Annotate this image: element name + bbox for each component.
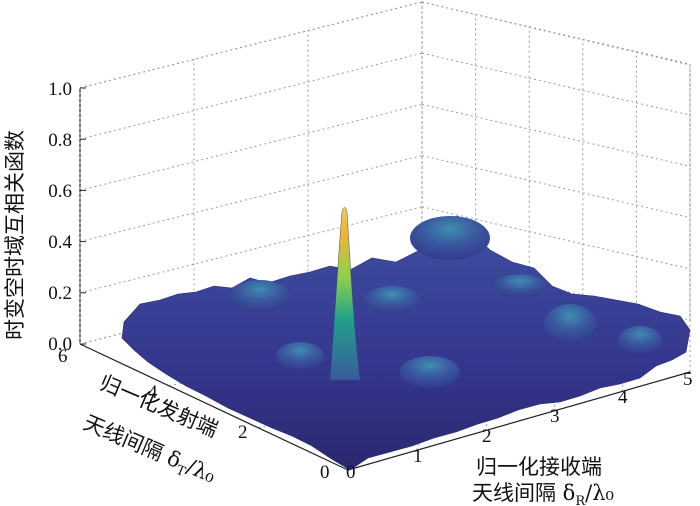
- y-tick-label: 0: [320, 462, 330, 483]
- mound-back-right: [410, 216, 490, 260]
- z-gridline: [421, 155, 691, 219]
- mound-left: [230, 280, 290, 312]
- mound-back: [494, 274, 546, 298]
- z-gridline: [79, 52, 423, 140]
- x-tick-label: 4: [618, 387, 628, 408]
- z-gridline: [421, 103, 691, 167]
- x-axis-label: 归一化接收端 天线间隔 δR/λ₀: [472, 455, 614, 506]
- mound-mid: [364, 286, 420, 314]
- x-axis-label-line1: 归一化接收端: [476, 455, 602, 479]
- surface-body: [121, 215, 691, 471]
- x-axis-label-line2: 天线间隔 δ: [472, 481, 575, 505]
- mound-front: [400, 356, 460, 388]
- x-tick-label: 1: [413, 446, 423, 467]
- mound-right: [544, 304, 596, 344]
- z-tick-label: 0.6: [48, 181, 72, 202]
- z-tick-label: 1.0: [48, 79, 72, 100]
- y-tick-label: 2: [238, 422, 248, 443]
- z-gridline: [421, 1, 691, 65]
- z-tick-label: 0.4: [48, 232, 72, 253]
- x-tick-label: 3: [550, 406, 560, 427]
- mound-far-right: [618, 326, 662, 354]
- y-tick-labels: 6 4 2 0: [58, 346, 330, 483]
- x-axis-line: [347, 371, 691, 471]
- z-tick-label: 0.2: [48, 283, 72, 304]
- x-tick-label: 2: [482, 426, 492, 447]
- y-axis-label-tail: /λ₀: [183, 454, 219, 487]
- z-gridline: [421, 206, 691, 270]
- z-tick-label: 0.8: [48, 130, 72, 151]
- x-tick-label: 0: [346, 462, 356, 483]
- x-axis-label-sub: R: [575, 494, 586, 506]
- z-tick-labels: 0.0 0.2 0.4 0.6 0.8 1.0: [48, 79, 72, 355]
- x-tick-labels: 0 1 2 3 4 5: [346, 369, 693, 483]
- z-gridline: [79, 206, 423, 294]
- z-axis-label: 时变空时域互相关函数: [3, 130, 27, 340]
- x-axis-label-line2-wrap: 天线间隔 δR/λ₀: [472, 481, 614, 506]
- y-axis-line: [79, 343, 349, 471]
- x-tick-label: 5: [683, 369, 693, 390]
- y-tick-label: 6: [58, 346, 68, 367]
- z-gridline: [79, 155, 423, 243]
- y-tick-label: 4: [148, 382, 158, 403]
- main-peak: [329, 207, 361, 381]
- z-gridline: [79, 1, 423, 89]
- z-tick-label: 0.0: [48, 334, 72, 355]
- z-gridline: [421, 52, 691, 116]
- surface: [121, 207, 691, 471]
- z-gridline: [79, 103, 423, 191]
- x-axis-label-tail: /λ₀: [585, 481, 614, 505]
- mound-front-left: [276, 342, 324, 370]
